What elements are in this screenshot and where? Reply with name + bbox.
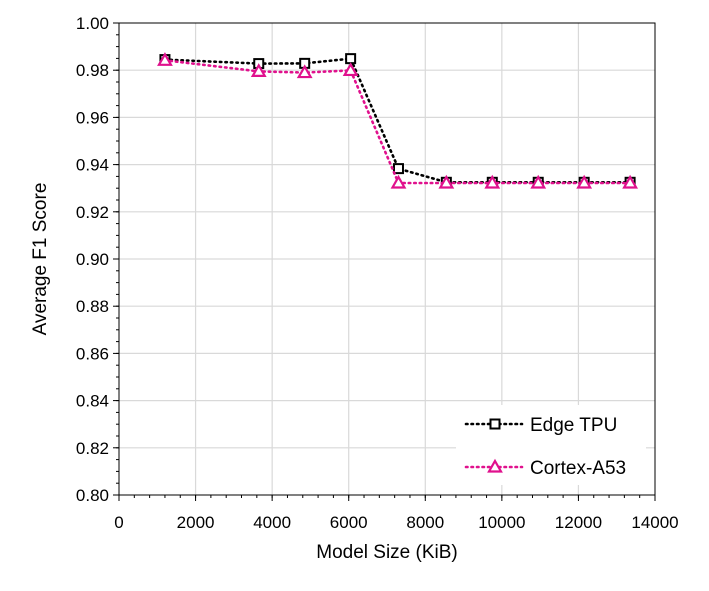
data-point	[342, 62, 359, 77]
series-cortex-a53	[157, 52, 639, 189]
data-point	[530, 174, 547, 189]
series-layer	[157, 52, 639, 189]
legend: Edge TPU Cortex-A53	[456, 405, 646, 485]
y-tick-label: 0.96	[76, 108, 109, 127]
x-axis-ticks: 0 2000 4000 6000 8000 10000 12000 14000	[114, 495, 679, 532]
legend-label-edge-tpu: Edge TPU	[530, 415, 617, 436]
data-point	[390, 174, 407, 189]
x-tick-label: 4000	[253, 513, 291, 532]
y-tick-label: 0.92	[76, 203, 109, 222]
data-point	[484, 174, 501, 189]
data-point	[296, 64, 313, 79]
y-tick-label: 0.82	[76, 439, 109, 458]
series-line	[163, 57, 632, 184]
y-axis-title: Average F1 Score	[30, 183, 51, 336]
data-point	[438, 174, 455, 189]
legend-entry-edge-tpu: Edge TPU	[464, 415, 617, 436]
y-tick-label: 0.98	[76, 61, 109, 80]
series-line	[163, 58, 632, 185]
y-axis-ticks: 0.80 0.82 0.84 0.86 0.88 0.90 0.92 0.94 0.96 0.98…	[76, 14, 119, 505]
legend-label-cortex-a53: Cortex-A53	[530, 458, 626, 479]
x-tick-label: 2000	[177, 513, 215, 532]
y-tick-label: 0.94	[76, 156, 109, 175]
x-tick-label: 14000	[631, 513, 678, 532]
x-axis-title: Model Size (KiB)	[316, 542, 458, 563]
x-tick-label: 6000	[330, 513, 368, 532]
y-tick-label: 0.80	[76, 486, 109, 505]
y-tick-label: 0.88	[76, 297, 109, 316]
data-point	[250, 63, 267, 77]
y-tick-label: 0.86	[76, 344, 109, 363]
y-tick-label: 0.84	[76, 392, 109, 411]
legend-marker	[489, 418, 501, 430]
series-edge-tpu	[159, 53, 636, 188]
x-tick-label: 8000	[406, 513, 444, 532]
data-point	[392, 163, 404, 175]
y-tick-label: 1.00	[76, 14, 109, 33]
y-tick-label: 0.90	[76, 250, 109, 269]
data-point	[622, 174, 639, 189]
legend-marker	[487, 458, 503, 473]
data-point	[345, 53, 357, 65]
x-tick-label: 10000	[478, 513, 525, 532]
data-point	[157, 52, 173, 66]
x-tick-label: 0	[114, 513, 123, 532]
x-tick-label: 12000	[555, 513, 602, 532]
data-point	[576, 174, 593, 189]
legend-entry-cortex-a53: Cortex-A53	[464, 458, 626, 479]
